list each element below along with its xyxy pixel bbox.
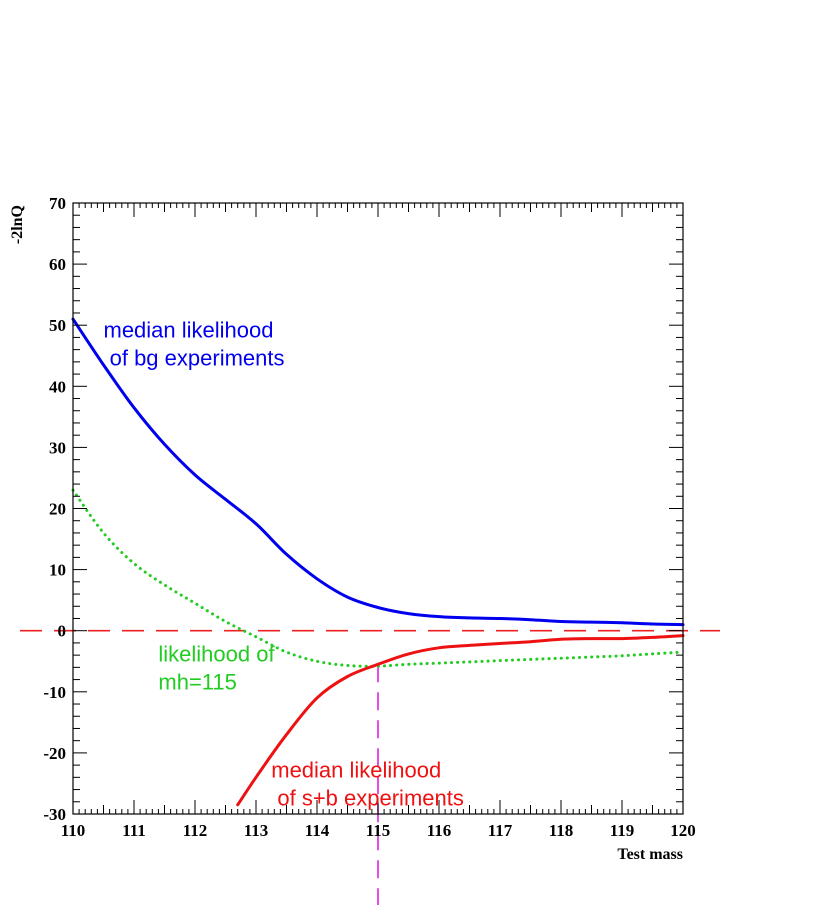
x-tick-label: 117	[488, 821, 513, 840]
x-tick-label: 112	[183, 821, 208, 840]
annotation-line: likelihood of	[158, 641, 275, 666]
annotation-line: mh=115	[158, 669, 236, 694]
mh115-likelihood-line	[71, 488, 685, 668]
x-axis-title: Test mass	[617, 846, 683, 863]
reference-lines	[20, 629, 720, 905]
x-tick-label: 118	[549, 821, 574, 840]
y-tick-label: -20	[43, 744, 66, 763]
annotation-line: of s+b experiments	[271, 785, 464, 810]
x-tick-label: 114	[305, 821, 330, 840]
y-tick-label: 70	[49, 194, 66, 213]
x-tick-label: 115	[366, 821, 391, 840]
annotation-line: of bg experiments	[104, 345, 285, 370]
annotation-line: median likelihood	[271, 757, 441, 782]
annotations: median likelihood of bg experiments likel…	[104, 317, 464, 810]
series-layer	[71, 317, 685, 807]
mh115-annotation: likelihood of mh=115	[158, 641, 275, 694]
axes: 110 111 112 113 114 115 116 117 118 119 120 -30 -20 -…	[9, 194, 696, 863]
y-tick-label: 60	[49, 255, 66, 274]
sb-median-line	[236, 634, 685, 807]
y-tick-label: -30	[43, 805, 66, 824]
x-tick-label: 110	[61, 821, 86, 840]
bg-median-annotation: median likelihood of bg experiments	[104, 317, 285, 370]
y-tick-label: 50	[49, 316, 66, 335]
y-tick-label: 0	[58, 622, 67, 641]
y-axis-title: -2lnQ	[9, 205, 26, 244]
bg-median-line	[71, 317, 685, 627]
sb-median-annotation: median likelihood of s+b experiments	[271, 757, 464, 810]
y-tick-label: 10	[49, 561, 66, 580]
y-tick-label: -10	[43, 683, 66, 702]
x-tick-label: 116	[427, 821, 452, 840]
y-tick-label: 20	[49, 500, 66, 519]
x-tick-label: 113	[244, 821, 269, 840]
x-tick-label: 119	[610, 821, 635, 840]
y-tick-label: 30	[49, 438, 66, 457]
annotation-line: median likelihood	[104, 317, 274, 342]
x-tick-label: 120	[670, 821, 696, 840]
x-tick-label: 111	[122, 821, 146, 840]
y-tick-label: 40	[49, 377, 66, 396]
